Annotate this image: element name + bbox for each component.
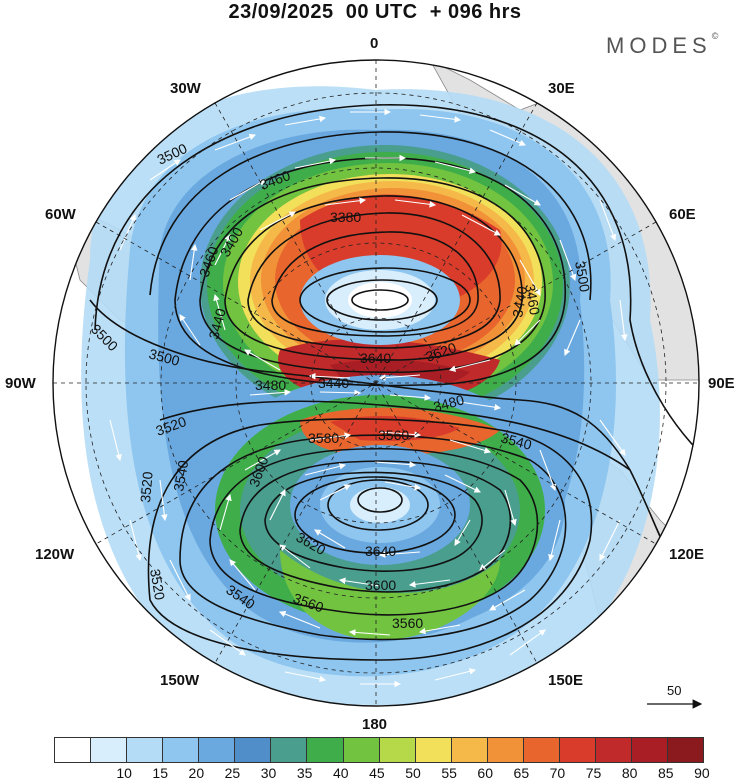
- contour-label: 3460: [522, 283, 543, 317]
- contour-label: 3440: [205, 306, 229, 340]
- lon-label-120w: 120W: [35, 546, 75, 563]
- colorbar-segment: [632, 738, 669, 762]
- lon-label-90w: 90W: [5, 375, 36, 392]
- contour-value-labels: 3500 3460 3380 3400 3460 3440 3500 3500 …: [88, 140, 593, 631]
- lon-label-60w: 60W: [45, 206, 76, 223]
- contour-label: 3560: [378, 427, 409, 443]
- contour-label: 3440: [318, 375, 349, 391]
- colorbar-tick-label: 60: [477, 765, 494, 781]
- colorbar-tick-label: 25: [224, 765, 241, 781]
- contour-label: 3640: [365, 543, 396, 559]
- lon-label-30e: 30E: [548, 80, 575, 97]
- colorbar-segment: [307, 738, 344, 762]
- lon-label-0: 0: [370, 35, 379, 52]
- colorbar-tick-label: 20: [188, 765, 205, 781]
- colorbar-segment: [487, 738, 524, 762]
- colorbar-tick-label: 55: [441, 765, 457, 781]
- colorbar-ticks: 10 15 20 25 30 35 40 45 50 55 60 65 70 75 80 85 90: [54, 765, 709, 781]
- brand-name: MODES: [606, 33, 712, 58]
- colorbar-tick-label: 35: [296, 765, 313, 781]
- colorbar-segment: [415, 738, 452, 762]
- contour-label: 3580: [308, 430, 339, 446]
- contour-label: 3480: [432, 391, 466, 415]
- colorbar-segment: [271, 738, 308, 762]
- colorbar-segment: [199, 738, 236, 762]
- brand-logo: MODES©: [606, 31, 719, 59]
- colorbar-tick-label: 90: [694, 765, 710, 781]
- lon-label-30w: 30W: [170, 80, 201, 97]
- colorbar-segment: [668, 738, 704, 762]
- contour-label: 3380: [330, 209, 361, 225]
- contour-label: 3540: [499, 429, 533, 453]
- map-title: 23/09/2025 00 UTC + 096 hrs: [228, 1, 522, 23]
- map-disc: [53, 60, 699, 706]
- contour-label: 3500: [147, 345, 181, 369]
- colorbar-segment: [451, 738, 488, 762]
- colorbar-tick-label: 30: [260, 765, 277, 781]
- colorbar-tick-label: 45: [369, 765, 385, 781]
- colorbar-tick-label: 85: [657, 765, 674, 781]
- wind-reference-arrow: [647, 699, 703, 709]
- colorbar-segment: [235, 738, 272, 762]
- contour-label: 3560: [392, 615, 423, 631]
- colorbar-segment: [127, 738, 164, 762]
- colorbar-segment: [559, 738, 596, 762]
- colorbar-tick-label: 80: [621, 765, 638, 781]
- contour-label: 3440: [509, 285, 530, 319]
- contour-label: 3640: [360, 350, 391, 366]
- colorbar-segment: [55, 738, 92, 762]
- colorbar-tick-label: 70: [549, 765, 566, 781]
- colorbar-tick-label: 65: [513, 765, 530, 781]
- lon-label-180: 180: [362, 716, 388, 733]
- contour-label: 3500: [572, 260, 593, 294]
- map-boundary: [52, 59, 700, 707]
- lon-label-150e: 150E: [548, 672, 584, 689]
- colorbar-segment: [163, 738, 200, 762]
- contour-label: 3540: [170, 459, 191, 493]
- contour-label: 3480: [255, 377, 286, 393]
- colorbar-tick-label: 50: [405, 765, 421, 781]
- colorbar-tick-label: 15: [152, 765, 169, 781]
- wind-reference-label: 50: [667, 683, 682, 698]
- lon-label-120e: 120E: [669, 546, 705, 563]
- colorbar-tick-label: 75: [585, 765, 602, 781]
- contour-label: 3600: [365, 577, 396, 593]
- contour-label: 3520: [147, 568, 168, 602]
- lon-label-60e: 60E: [669, 206, 696, 223]
- wind-streamlines: [109, 108, 628, 688]
- colorbar-segment: [91, 738, 128, 762]
- copyright-mark: ©: [711, 31, 719, 41]
- contour-label: 3520: [137, 471, 156, 504]
- colorbar-tick-label: 40: [332, 765, 349, 781]
- colorbar-segment: [523, 738, 560, 762]
- colorbar-segment: [595, 738, 632, 762]
- lon-label-150w: 150W: [160, 672, 200, 689]
- graticule: [53, 60, 699, 706]
- colorbar-segment: [379, 738, 416, 762]
- wind-speed-colorbar: [54, 737, 704, 763]
- colorbar-segment: [343, 738, 380, 762]
- colorbar-tick-label: 10: [116, 765, 132, 781]
- lon-label-90e: 90E: [708, 375, 735, 392]
